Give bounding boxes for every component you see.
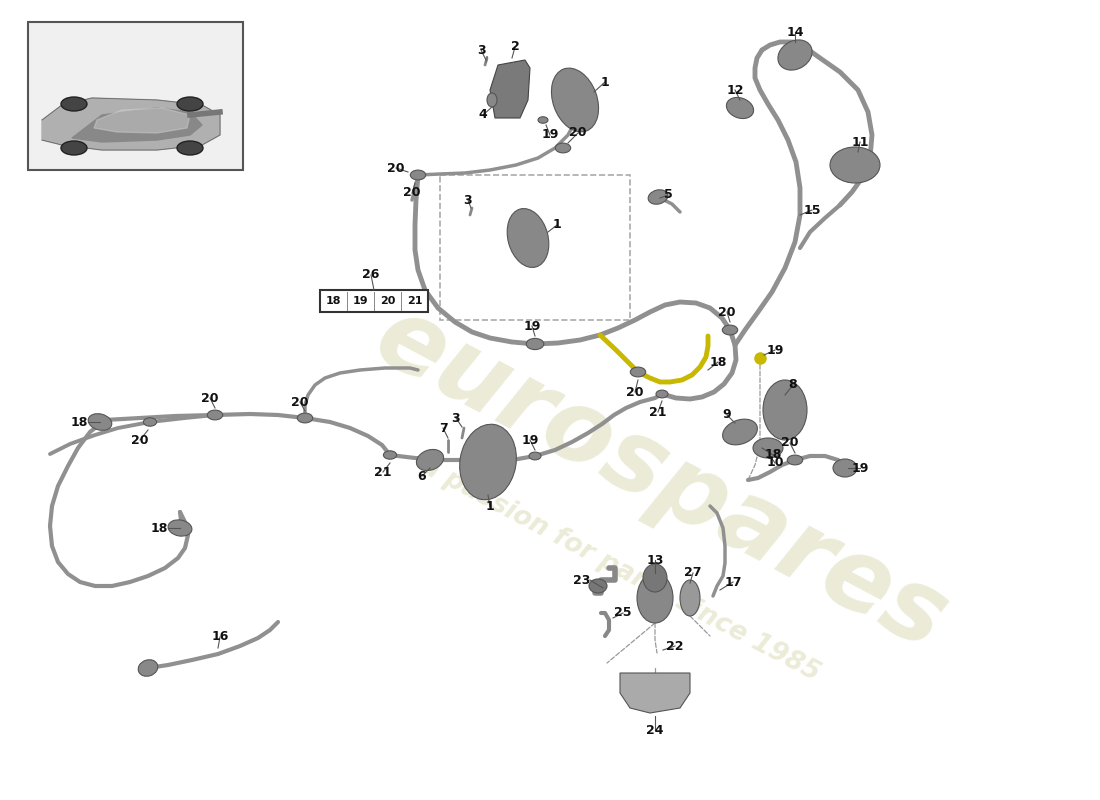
Polygon shape [620,673,690,713]
Text: 19: 19 [767,343,783,357]
Ellipse shape [384,451,397,459]
Text: 4: 4 [478,109,487,122]
Text: 17: 17 [724,575,741,589]
Text: 11: 11 [851,135,869,149]
Text: 12: 12 [726,83,744,97]
Bar [320,290,428,312]
Ellipse shape [417,450,443,470]
Text: 20: 20 [781,437,799,450]
Text: 20: 20 [718,306,736,318]
Ellipse shape [788,455,803,465]
Text: 2: 2 [510,41,519,54]
Ellipse shape [60,97,87,111]
Text: 5: 5 [663,189,672,202]
Ellipse shape [551,68,598,132]
Text: 16: 16 [211,630,229,643]
Text: 15: 15 [803,203,821,217]
Text: eurospares: eurospares [358,289,962,671]
Ellipse shape [526,338,543,350]
Text: 8: 8 [789,378,797,391]
Ellipse shape [177,141,204,155]
Text: 1: 1 [601,75,609,89]
Text: 27: 27 [684,566,702,579]
Text: 13: 13 [647,554,663,566]
Text: 10: 10 [767,457,783,470]
Ellipse shape [637,573,673,623]
Polygon shape [42,98,220,150]
Ellipse shape [726,98,754,118]
Ellipse shape [833,459,857,477]
Text: 23: 23 [573,574,590,586]
Ellipse shape [529,452,541,460]
Text: 20: 20 [570,126,586,139]
Text: 9: 9 [723,409,732,422]
Text: 26: 26 [362,269,380,282]
Ellipse shape [656,390,668,398]
Ellipse shape [763,380,807,440]
Ellipse shape [778,40,812,70]
Text: 22: 22 [667,639,684,653]
Polygon shape [94,108,190,133]
Ellipse shape [723,325,738,335]
Text: 14: 14 [786,26,804,38]
Text: 20: 20 [404,186,420,199]
Text: 18: 18 [764,449,782,462]
Text: 21: 21 [374,466,392,478]
Ellipse shape [680,580,700,616]
Ellipse shape [207,410,222,420]
Ellipse shape [177,97,204,111]
Ellipse shape [630,367,646,377]
Ellipse shape [460,424,516,500]
Bar [440,175,630,320]
Ellipse shape [297,413,312,423]
Ellipse shape [168,520,191,536]
Text: 6: 6 [418,470,427,482]
Ellipse shape [88,414,112,430]
Text: 1: 1 [552,218,561,231]
Polygon shape [490,60,530,118]
Text: 1: 1 [485,501,494,514]
Text: 18: 18 [326,296,341,306]
Text: 25: 25 [614,606,631,619]
Ellipse shape [588,579,607,593]
Text: 20: 20 [292,395,309,409]
Text: 19: 19 [353,296,369,306]
Text: 20: 20 [131,434,149,446]
Text: 20: 20 [379,296,395,306]
Text: 24: 24 [647,723,663,737]
Text: 3: 3 [476,43,485,57]
Text: 20: 20 [201,391,219,405]
Ellipse shape [139,660,157,676]
Text: 3: 3 [452,411,460,425]
Text: 19: 19 [524,319,541,333]
Text: 20: 20 [626,386,644,398]
Text: a passion for parts since 1985: a passion for parts since 1985 [416,454,824,686]
Text: 21: 21 [407,296,422,306]
Ellipse shape [754,438,783,458]
Ellipse shape [648,190,668,204]
Text: 21: 21 [649,406,667,418]
Ellipse shape [487,93,497,107]
Ellipse shape [410,170,426,180]
Ellipse shape [723,419,758,445]
Text: 18: 18 [151,522,168,534]
Ellipse shape [143,418,156,426]
Ellipse shape [644,564,667,592]
Text: 19: 19 [521,434,539,446]
Text: 19: 19 [541,129,559,142]
Text: 3: 3 [464,194,472,206]
Ellipse shape [556,143,571,153]
Polygon shape [72,108,202,142]
Text: 18: 18 [70,415,88,429]
Text: 19: 19 [851,462,869,474]
Text: 7: 7 [439,422,448,434]
Ellipse shape [60,141,87,155]
Ellipse shape [830,147,880,183]
Text: 18: 18 [710,355,727,369]
Bar [28,22,243,170]
Ellipse shape [507,209,549,267]
Text: 20: 20 [387,162,405,174]
Ellipse shape [538,117,548,123]
